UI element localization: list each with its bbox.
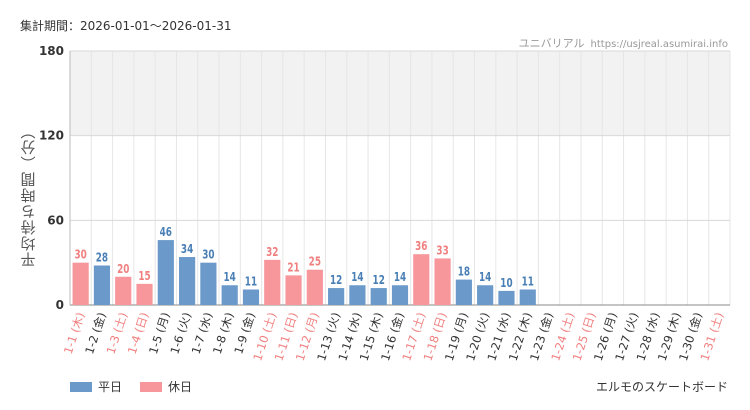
bar [349, 285, 366, 305]
y-tick-label: 0 [56, 298, 64, 312]
bar-value-label: 15 [138, 269, 150, 283]
bar-value-label: 14 [224, 270, 236, 284]
legend: 平日 休日 [70, 378, 192, 395]
legend-item-weekday: 平日 [70, 378, 122, 395]
bar [115, 276, 132, 305]
bar-value-label: 11 [245, 275, 257, 289]
bar [72, 262, 89, 305]
y-tick-label: 60 [47, 213, 64, 227]
attraction-name: エルモのスケートボード [595, 380, 728, 394]
bar-value-label: 30 [202, 248, 214, 262]
bar-value-label: 36 [415, 239, 427, 253]
bar [434, 258, 451, 305]
bar-value-label: 33 [436, 243, 448, 257]
legend-swatch-holiday [140, 381, 163, 392]
y-tick-label: 180 [39, 44, 64, 58]
bar-value-label: 30 [74, 248, 86, 262]
bar [477, 285, 494, 305]
bar [455, 279, 472, 305]
bar [306, 269, 323, 305]
bar [93, 265, 111, 305]
bar [157, 240, 174, 305]
bar [242, 289, 260, 305]
bar [136, 283, 153, 305]
bar-value-label: 21 [287, 260, 299, 274]
bar-value-label: 11 [522, 275, 534, 289]
bar-value-label: 46 [160, 225, 172, 239]
legend-item-holiday: 休日 [140, 378, 192, 395]
period-label: 集計期間：2026-01-01～2026-01-31 [20, 19, 232, 33]
source-url[interactable]: https://usjreal.asumirai.info [590, 39, 728, 50]
bar-value-label: 12 [373, 273, 385, 287]
bar-value-label: 18 [458, 265, 470, 279]
bar [328, 288, 345, 305]
bar-value-label: 10 [500, 276, 512, 290]
bar-value-label: 34 [181, 242, 193, 256]
bar [391, 285, 409, 305]
source-name: ユニバリアル [518, 37, 585, 50]
bar [221, 285, 238, 305]
source-credit[interactable]: ユニバリアル https://usjreal.asumirai.info [519, 35, 728, 51]
legend-swatch-weekday [70, 381, 92, 392]
shaded-band [70, 51, 730, 136]
bar-value-label: 14 [479, 270, 491, 284]
bar [519, 289, 536, 305]
bar-value-label: 20 [117, 262, 129, 276]
bar [498, 290, 515, 305]
legend-label-weekday: 平日 [98, 380, 123, 394]
y-tick-label: 120 [39, 129, 64, 143]
bar-value-label: 28 [96, 251, 108, 265]
bar-value-label: 14 [351, 270, 363, 284]
bar-value-label: 25 [309, 255, 321, 269]
bar-value-label: 12 [330, 273, 342, 287]
bar-value-label: 32 [266, 245, 278, 259]
bar [200, 262, 217, 305]
bar-value-label: 14 [394, 270, 406, 284]
legend-label-holiday: 休日 [168, 380, 193, 394]
bar [264, 259, 281, 305]
bar [179, 257, 196, 305]
bar [285, 275, 302, 305]
bar [413, 254, 430, 305]
bar [370, 288, 387, 305]
